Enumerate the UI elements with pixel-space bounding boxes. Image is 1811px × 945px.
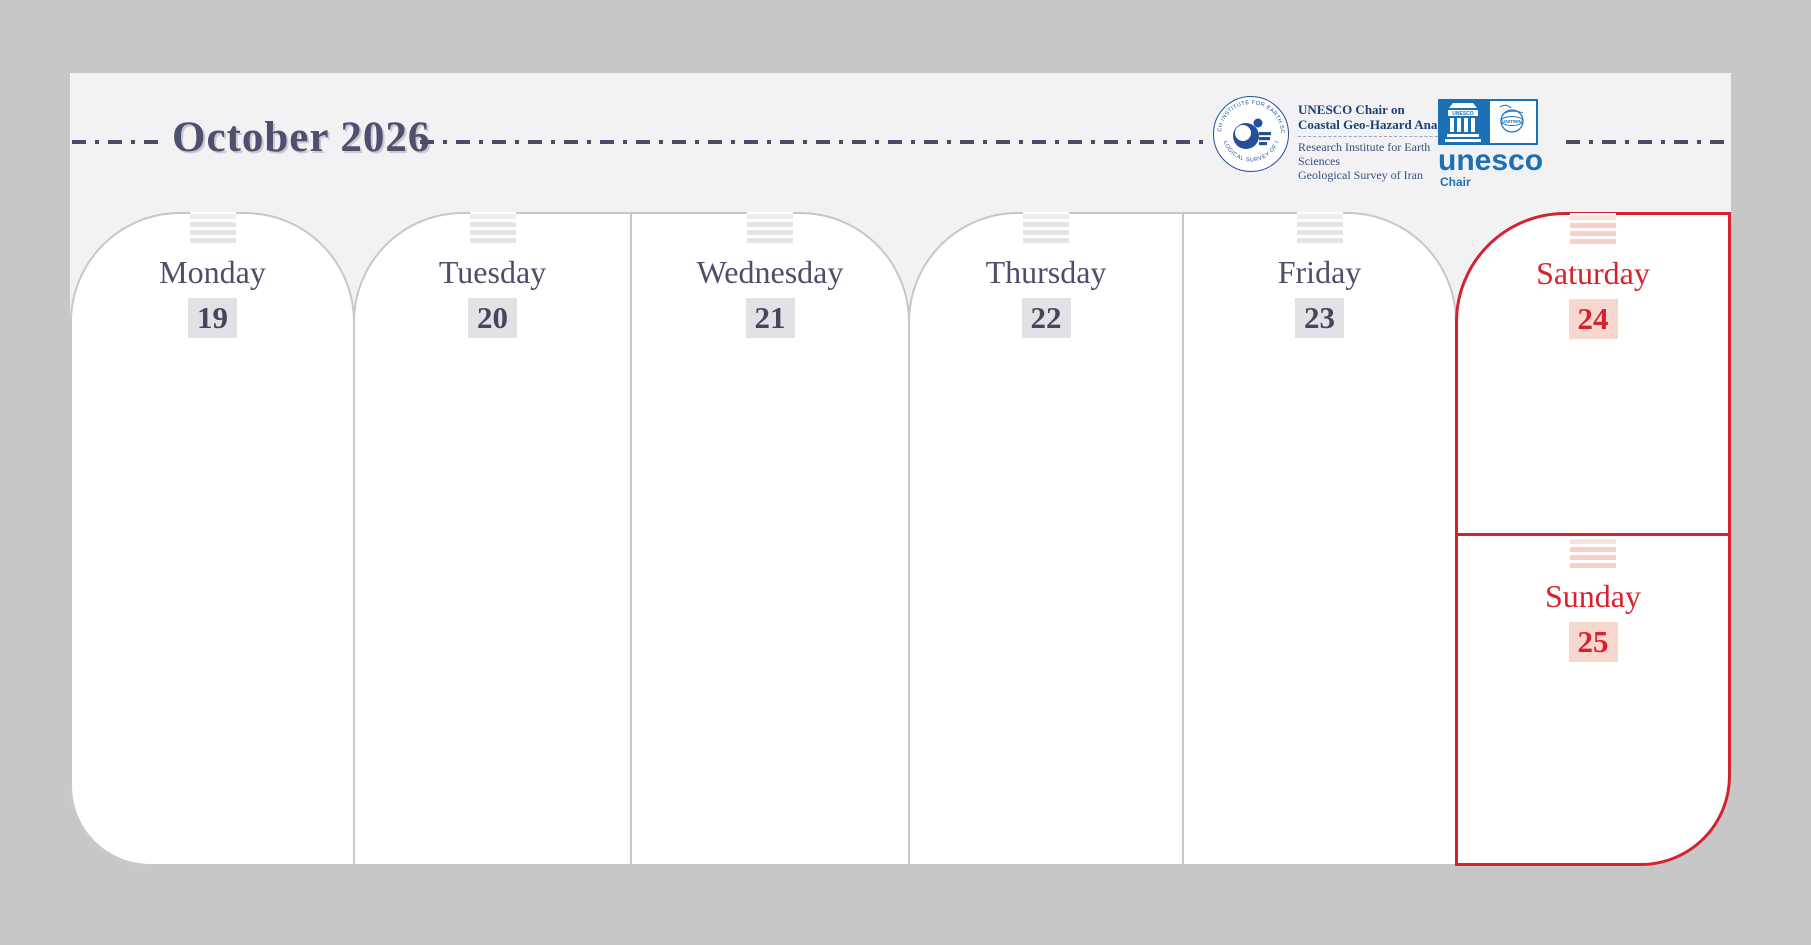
binder-tab-icon — [1570, 537, 1616, 571]
unesco-temple-icon: UNESCO — [1438, 99, 1488, 145]
day-date-monday: 19 — [72, 298, 353, 338]
chair-subtitle-line1: Research Institute for Earth Sciences — [1298, 140, 1431, 168]
day-column-wednesday[interactable]: Wednesday 21 — [630, 212, 910, 866]
chair-text-divider — [1298, 136, 1468, 137]
dash-rule-middle — [420, 140, 1203, 144]
chair-subtitle-line2: Geological Survey of Iran — [1298, 168, 1423, 182]
chair-title-line1: UNESCO Chair on — [1298, 102, 1405, 117]
binder-tab-icon — [1023, 212, 1069, 246]
date-badge: 20 — [468, 298, 517, 338]
day-name-thursday: Thursday — [985, 254, 1107, 290]
date-badge: 23 — [1295, 298, 1344, 338]
unitwin-globe-icon: UNITWIN — [1488, 99, 1538, 145]
date-badge: 25 — [1568, 622, 1618, 662]
binder-tab-icon — [1570, 213, 1616, 247]
svg-text:UNESCO: UNESCO — [1452, 111, 1474, 117]
day-column-monday[interactable]: Monday 19 — [70, 212, 355, 866]
day-name-friday: Friday — [1277, 254, 1362, 290]
day-date-saturday: 24 — [1458, 299, 1728, 339]
date-badge: 19 — [188, 298, 237, 338]
day-column-tuesday[interactable]: Tuesday 20 — [353, 212, 632, 866]
day-date-wednesday: 21 — [632, 298, 908, 338]
day-date-tuesday: 20 — [355, 298, 630, 338]
unesco-logo-block: UNESCO UNITWIN unesco — [1438, 99, 1544, 189]
day-name-monday: Monday — [159, 254, 266, 290]
unesco-chair-text-block: UNESCO Chair on Coastal Geo-Hazard Analy… — [1298, 102, 1468, 182]
svg-text:UNITWIN: UNITWIN — [1502, 119, 1522, 124]
dash-rule-left — [72, 140, 158, 144]
day-name-tuesday: Tuesday — [438, 254, 547, 290]
day-name-saturday: Saturday — [1536, 255, 1650, 291]
page-title: October 2026 — [172, 114, 431, 161]
date-badge: 21 — [745, 298, 795, 338]
binder-tab-icon — [469, 212, 516, 246]
weekend-split-divider — [1458, 533, 1728, 536]
day-name-sunday: Sunday — [1545, 578, 1641, 614]
weekend-column[interactable]: Saturday 24 Sunday 25 — [1455, 212, 1731, 866]
day-column-thursday[interactable]: Thursday 22 — [908, 212, 1184, 866]
day-date-friday: 23 — [1184, 298, 1455, 338]
binder-tab-icon — [747, 212, 793, 246]
unesco-wordmark: unesco — [1438, 144, 1544, 177]
binder-tab-icon — [189, 212, 236, 246]
date-badge: 22 — [1021, 298, 1071, 338]
day-date-thursday: 22 — [910, 298, 1182, 338]
day-date-sunday: 25 — [1458, 622, 1728, 662]
unesco-chair-label: Chair — [1440, 175, 1471, 189]
day-column-friday[interactable]: Friday 23 — [1182, 212, 1457, 866]
binder-tab-icon — [1296, 212, 1343, 246]
dash-rule-right — [1566, 140, 1727, 144]
date-badge: 24 — [1568, 299, 1618, 339]
chair-title-line2: Coastal Geo-Hazard Analysis — [1298, 117, 1462, 132]
day-name-wednesday: Wednesday — [696, 254, 844, 290]
seal-center-emblem — [1233, 118, 1271, 149]
institute-seal-logo: RESEARCH INSTITUTE FOR EARTH SCIENCES GE… — [1210, 91, 1290, 173]
